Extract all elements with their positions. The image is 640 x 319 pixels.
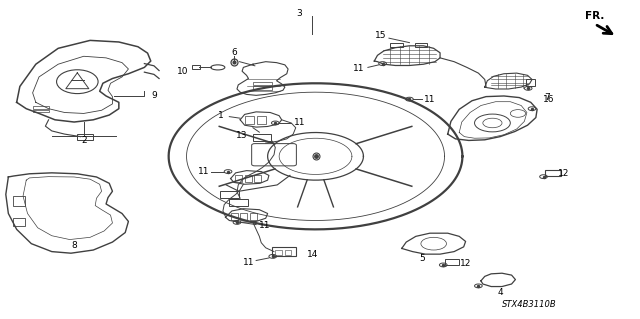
Bar [545,170,561,176]
Text: 5: 5 [419,254,425,263]
Bar [525,79,535,86]
Bar [33,110,49,113]
Text: 14: 14 [307,250,318,259]
Text: 10: 10 [177,67,188,76]
Text: 7: 7 [544,93,550,102]
Text: 11: 11 [259,221,270,230]
Bar [257,116,266,124]
Text: 12: 12 [460,259,471,268]
Text: 11: 11 [353,64,364,73]
Bar [235,175,242,182]
Bar [192,65,200,69]
Bar [415,43,428,47]
Bar [250,213,257,220]
Bar [253,134,271,141]
Text: 11: 11 [424,95,436,104]
Text: 11: 11 [243,258,254,267]
Bar [272,247,296,256]
Bar [245,116,254,124]
Text: 16: 16 [543,95,554,104]
Text: FR.: FR. [585,11,604,21]
Bar [229,198,248,206]
Text: 12: 12 [558,169,570,178]
Text: 4: 4 [497,288,503,297]
Bar [240,213,247,220]
Bar [230,213,237,220]
Bar [445,259,459,265]
Text: 3: 3 [296,9,302,18]
Text: 13: 13 [236,131,248,140]
Bar [33,106,49,109]
Bar [77,134,93,140]
Text: 11: 11 [198,167,209,176]
Bar [253,82,272,85]
Bar [254,175,261,182]
Text: 6: 6 [231,48,237,57]
Text: STX4B3110B: STX4B3110B [502,300,556,309]
Text: 1: 1 [218,111,224,120]
Bar [13,218,25,226]
Text: 8: 8 [71,241,77,250]
Text: 2: 2 [81,136,86,145]
Text: 11: 11 [294,118,305,128]
Bar [244,175,252,182]
Bar [390,43,403,47]
Bar [13,196,25,205]
Bar [253,86,272,90]
Text: 15: 15 [375,31,387,40]
Bar [285,250,291,255]
Bar [275,250,282,255]
Text: 9: 9 [151,92,157,100]
Bar [220,191,239,198]
